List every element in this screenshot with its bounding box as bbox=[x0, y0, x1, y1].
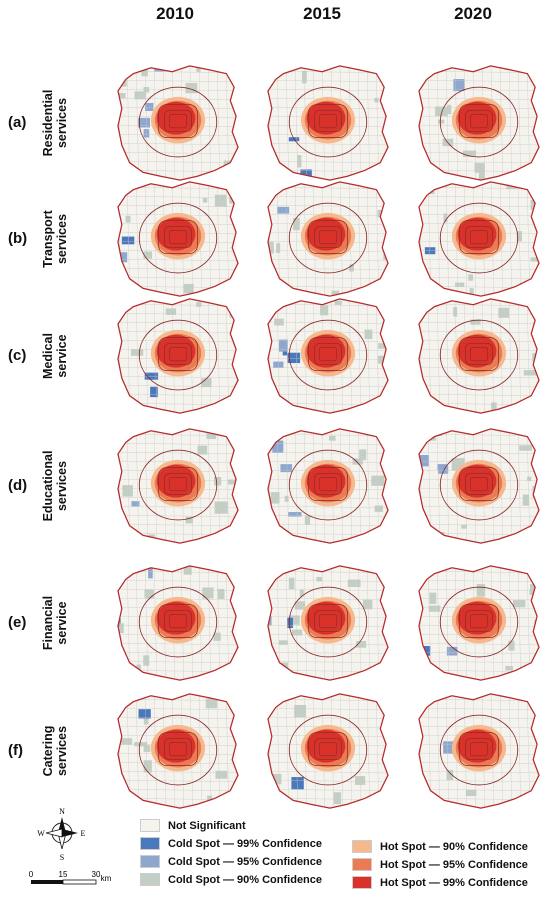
legend-swatch bbox=[352, 876, 372, 889]
hotspot-map bbox=[267, 65, 389, 181]
compass-s: S bbox=[60, 853, 64, 862]
legend-item: Hot Spot — 99% Confidence bbox=[352, 876, 528, 889]
legend-item: Hot Spot — 90% Confidence bbox=[352, 840, 528, 853]
row-label-line1: Residential bbox=[41, 89, 55, 157]
hotspot-map bbox=[267, 565, 389, 681]
legend-item: Cold Spot — 99% Confidence bbox=[140, 837, 322, 850]
row-letter: (f) bbox=[8, 742, 23, 759]
row-letter: (d) bbox=[8, 477, 28, 494]
hotspot-map bbox=[418, 565, 540, 681]
legend-swatch bbox=[140, 855, 160, 868]
row-label-line2: services bbox=[55, 460, 69, 512]
hotspot-map bbox=[117, 693, 239, 809]
compass-e: E bbox=[81, 829, 86, 838]
row-label: Catering services bbox=[41, 706, 69, 796]
year-header-2010: 2010 bbox=[156, 4, 194, 23]
legend-swatch bbox=[352, 840, 372, 853]
hotspot-map bbox=[267, 298, 389, 414]
scale-bar: 0 15 30 km bbox=[29, 870, 112, 885]
legend-label: Cold Spot — 90% Confidence bbox=[168, 873, 323, 886]
hotspot-map bbox=[418, 428, 540, 544]
year-header-2015: 2015 bbox=[303, 4, 341, 23]
row-label-line1: Medical bbox=[41, 333, 55, 379]
scale-tick-15: 15 bbox=[59, 870, 68, 879]
row-label-line1: Financial bbox=[41, 595, 55, 651]
compass-w: W bbox=[37, 829, 45, 838]
row-label-line2: service bbox=[55, 601, 69, 645]
hotspot-map bbox=[418, 298, 540, 414]
legend-label: Not Significant bbox=[168, 819, 246, 832]
row-label-line2: services bbox=[55, 213, 69, 265]
legend-label: Cold Spot — 99% Confidence bbox=[168, 837, 323, 850]
hotspot-map bbox=[267, 428, 389, 544]
row-label: Financial service bbox=[41, 578, 69, 668]
row-label-line2: services bbox=[55, 725, 69, 777]
legend-swatch bbox=[140, 873, 160, 886]
hotspot-map bbox=[117, 65, 239, 181]
row-label-line1: Transport bbox=[41, 210, 55, 268]
scale-tick-0: 0 bbox=[29, 870, 34, 879]
legend-swatch bbox=[140, 837, 160, 850]
legend-label: Cold Spot — 95% Confidence bbox=[168, 855, 323, 868]
legend-swatch bbox=[140, 819, 160, 832]
legend-swatch bbox=[352, 858, 372, 871]
hotspot-map bbox=[418, 693, 540, 809]
legend-item: Cold Spot — 90% Confidence bbox=[140, 873, 322, 886]
row-letter: (e) bbox=[8, 614, 27, 631]
scale-unit: km bbox=[101, 874, 112, 883]
compass-n: N bbox=[59, 807, 65, 816]
legend-item: Not Significant bbox=[140, 819, 246, 832]
row-label: Transport services bbox=[41, 194, 69, 284]
scale-tick-30: 30 bbox=[92, 870, 101, 879]
legend-label: Hot Spot — 90% Confidence bbox=[380, 840, 528, 853]
year-header-2020: 2020 bbox=[454, 4, 492, 23]
hotspot-map bbox=[267, 693, 389, 809]
hotspot-map bbox=[418, 181, 540, 297]
row-letter: (a) bbox=[8, 114, 27, 131]
legend-item: Hot Spot — 95% Confidence bbox=[352, 858, 528, 871]
hotspot-map bbox=[418, 65, 540, 181]
north-arrow-icon: N S E W bbox=[37, 807, 86, 862]
row-letter: (b) bbox=[8, 230, 28, 247]
row-label: Medical service bbox=[41, 311, 69, 401]
hotspot-map bbox=[117, 298, 239, 414]
hotspot-map bbox=[117, 428, 239, 544]
legend-item: Cold Spot — 95% Confidence bbox=[140, 855, 322, 868]
hotspot-map bbox=[267, 181, 389, 297]
legend-label: Hot Spot — 95% Confidence bbox=[380, 858, 528, 871]
row-label-line1: Catering bbox=[41, 725, 55, 777]
hotspot-map bbox=[117, 565, 239, 681]
row-label-line2: service bbox=[55, 334, 69, 378]
hotspot-map bbox=[117, 181, 239, 297]
row-label-line1: Educational bbox=[41, 450, 55, 522]
row-label-line2: services bbox=[55, 97, 69, 149]
row-letter: (c) bbox=[8, 347, 27, 364]
row-label: Residential services bbox=[41, 78, 69, 168]
legend-label: Hot Spot — 99% Confidence bbox=[380, 876, 528, 889]
row-label: Educational services bbox=[41, 441, 69, 531]
